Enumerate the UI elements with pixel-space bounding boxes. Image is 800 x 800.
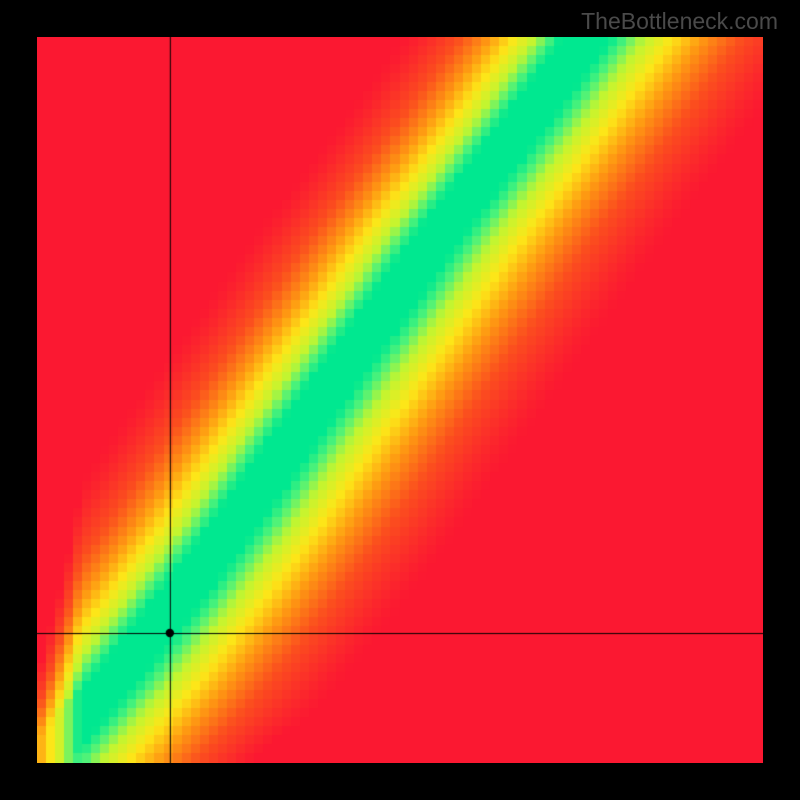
chart-container: TheBottleneck.com: [0, 0, 800, 800]
bottleneck-heatmap: [37, 37, 763, 763]
watermark-text: TheBottleneck.com: [581, 8, 778, 35]
